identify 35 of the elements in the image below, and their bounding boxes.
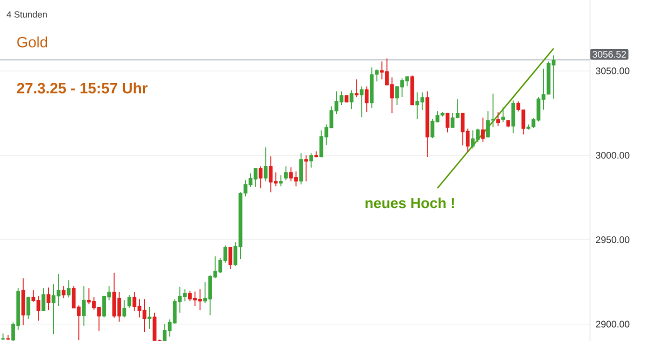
candlestick <box>66 280 71 298</box>
annotation: 4 Stunden <box>6 11 47 18</box>
candlestick <box>258 166 263 189</box>
y-tick-label: 3000.00 <box>596 152 630 159</box>
candlestick <box>496 112 500 126</box>
candlestick <box>481 117 485 142</box>
candlestick <box>309 152 314 168</box>
candlestick <box>26 296 30 320</box>
candlestick <box>511 100 516 134</box>
text: Gold <box>17 36 48 48</box>
candlestick <box>42 288 46 312</box>
candlestick <box>127 294 132 308</box>
annotation: neues Hoch ! <box>366 198 454 208</box>
candlestick <box>446 112 450 133</box>
y-tick-label: 2900.00 <box>596 320 630 328</box>
candlestick <box>82 286 86 326</box>
candlestick <box>62 286 66 299</box>
candlestick <box>278 174 283 187</box>
candlestick <box>148 306 152 330</box>
candlestick <box>46 287 50 311</box>
candlestick <box>228 246 232 270</box>
candlestick <box>264 146 268 182</box>
candlestick <box>360 86 364 118</box>
candlestick <box>364 86 369 113</box>
candlestick <box>122 300 126 318</box>
candlestick <box>304 154 308 182</box>
text: 27.3.25 - 15:57 Uhr <box>17 82 148 94</box>
candlestick <box>284 166 288 181</box>
ref-line-label: 3056.52 <box>592 50 626 58</box>
candlestick <box>354 78 358 98</box>
candlestick <box>350 90 354 110</box>
y-tick-label: 2950.00 <box>596 236 630 244</box>
candlestick <box>501 106 505 122</box>
candlestick <box>299 152 303 185</box>
y-tick-label: 3050.00 <box>596 68 630 74</box>
